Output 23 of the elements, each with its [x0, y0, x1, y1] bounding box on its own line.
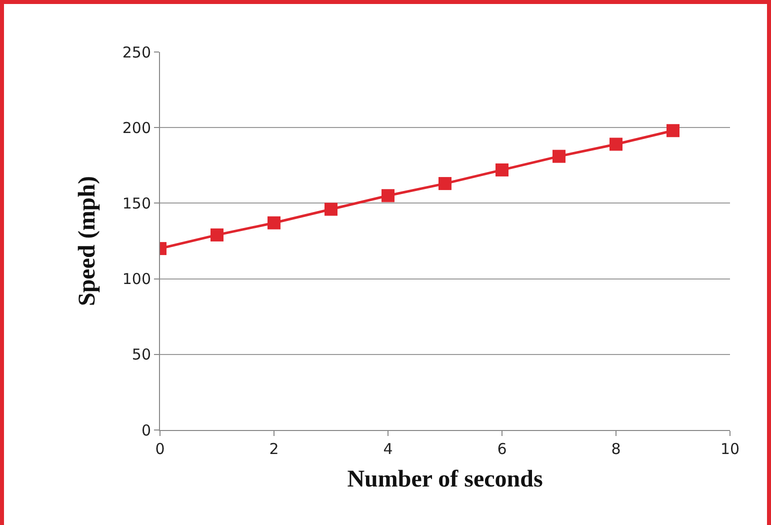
point	[552, 150, 566, 163]
y-tick-label: 100	[122, 270, 151, 288]
point	[382, 189, 394, 202]
y-tick-label: 250	[122, 43, 151, 62]
x-axis-title: Number of seconds	[347, 466, 543, 492]
y-tick-label: 50	[132, 346, 151, 364]
x-tick-label: 10	[720, 440, 740, 458]
y-tick-label: 150	[122, 194, 151, 212]
y-axis-title: Speed (mph)	[74, 176, 100, 306]
y-tick-label: 200	[122, 118, 151, 137]
point	[610, 138, 622, 151]
point	[324, 202, 338, 216]
x-tick-label: 6	[497, 440, 507, 458]
x-tick-label: 0	[155, 440, 165, 458]
point	[496, 163, 508, 176]
point	[210, 228, 224, 242]
x-tick-label: 8	[611, 440, 621, 458]
y-tick-label: 0	[141, 421, 151, 440]
point	[268, 216, 280, 230]
point	[666, 124, 680, 138]
x-tick-label: 4	[383, 440, 393, 458]
point	[438, 177, 452, 190]
x-tick-label: 2	[269, 440, 279, 458]
